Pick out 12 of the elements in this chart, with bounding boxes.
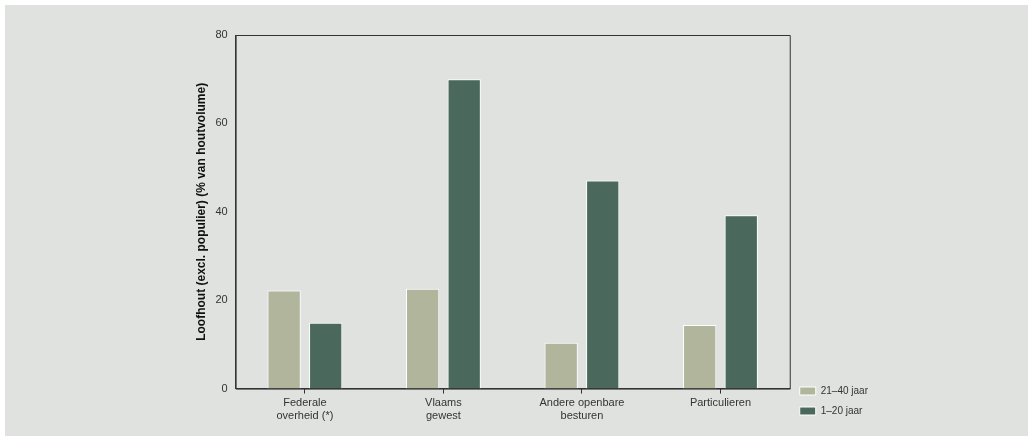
legend-label: 21–40 jaar (820, 384, 869, 396)
y-tick-label: 40 (215, 204, 228, 217)
y-tick-label: 60 (215, 116, 228, 129)
x-tick-label: Vlaams gewest (425, 396, 463, 422)
x-tick-label: Andere openbare besturen (539, 396, 625, 422)
y-tick-label: 20 (215, 293, 228, 306)
y-tick-label: 0 (221, 381, 228, 394)
x-tick-label: Federale overheid (*) (276, 396, 334, 422)
y-axis-title: Loofhout (excl. populier) (% van houtvolume) (193, 82, 208, 341)
legend-label: 1–20 jaar (820, 404, 864, 416)
y-tick-label: 80 (215, 28, 228, 41)
x-tick-label: Particulieren (689, 396, 752, 409)
